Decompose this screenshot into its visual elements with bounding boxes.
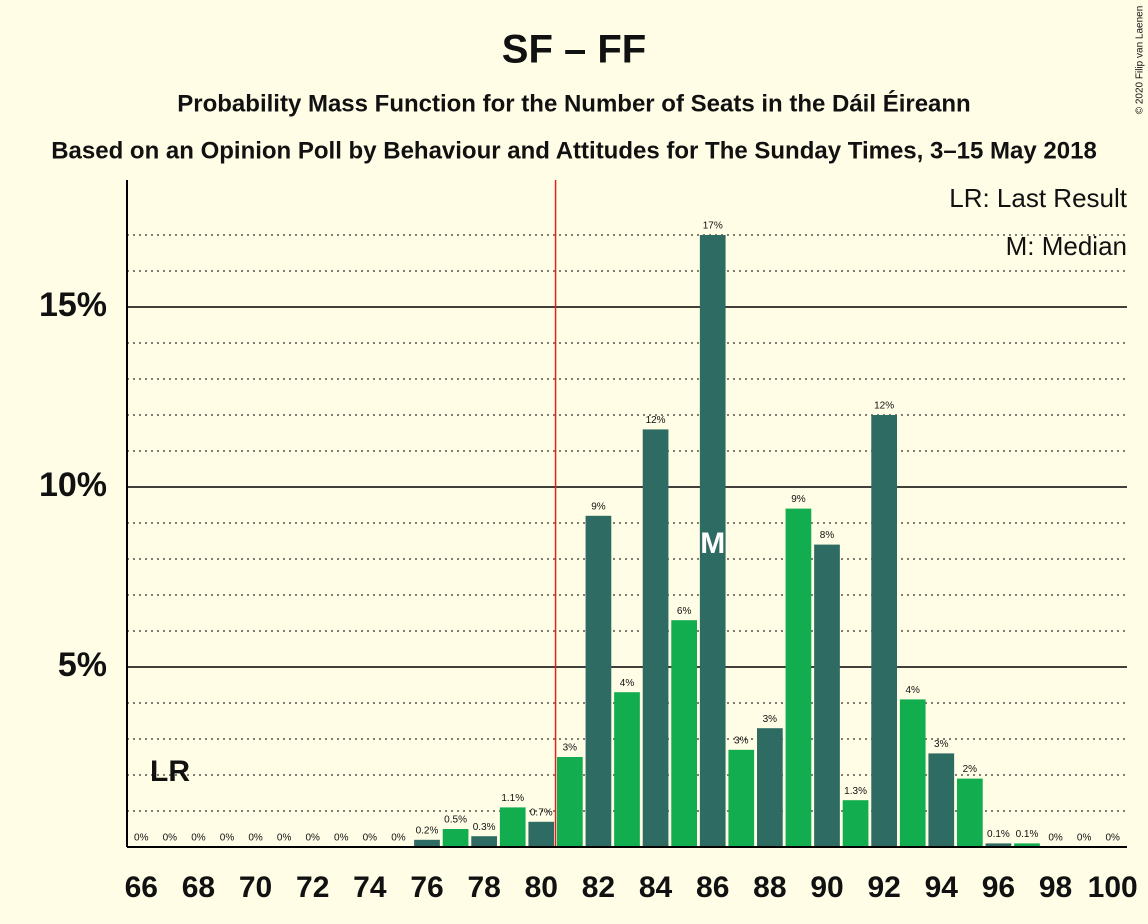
chart-subtitle: Probability Mass Function for the Number…: [177, 89, 970, 117]
x-tick-label: 72: [296, 871, 329, 904]
bar: [528, 821, 555, 847]
x-tick-label: 76: [410, 871, 443, 904]
legend-entry: LR: Last Result: [949, 183, 1128, 213]
value-label: 12%: [646, 415, 666, 426]
value-label: 1.3%: [844, 786, 867, 797]
value-label: 0.1%: [1016, 829, 1039, 840]
chart-subtitle: Based on an Opinion Poll by Behaviour an…: [51, 137, 1097, 164]
x-tick-label: 66: [125, 871, 158, 904]
x-tick-label: 78: [467, 871, 500, 904]
value-label: 17%: [703, 221, 723, 232]
x-tick-label: 84: [639, 871, 673, 904]
bar: [642, 429, 669, 847]
value-label: 0.2%: [416, 825, 439, 836]
x-tick-label: 70: [239, 871, 272, 904]
bar: [614, 692, 640, 847]
bar: [414, 839, 440, 847]
value-label: 0.3%: [473, 822, 496, 833]
value-label: 0%: [305, 833, 320, 844]
bar: [871, 415, 897, 847]
value-label: 3%: [563, 743, 578, 754]
bar: [928, 753, 955, 847]
value-label: 12%: [874, 401, 894, 412]
bar: [814, 544, 840, 847]
x-tick-label: 68: [182, 871, 215, 904]
bar: [785, 508, 812, 847]
x-tick-label: 92: [867, 871, 900, 904]
bar: [728, 749, 755, 847]
value-label: 0%: [220, 833, 235, 844]
y-tick-label: 5%: [58, 646, 107, 684]
bar: [957, 778, 983, 847]
x-tick-label: 80: [525, 871, 558, 904]
value-label: 0%: [248, 833, 263, 844]
bar: [899, 699, 926, 847]
value-label: 3%: [763, 714, 778, 725]
value-label: 0%: [1105, 833, 1120, 844]
value-label: 3%: [734, 735, 749, 746]
value-label: 6%: [677, 606, 692, 617]
x-tick-label: 74: [353, 871, 387, 904]
value-label: 0%: [191, 833, 206, 844]
value-label: 1.1%: [501, 793, 524, 804]
value-label: 0.1%: [987, 829, 1010, 840]
bar: [985, 843, 1012, 847]
x-tick-label: 100: [1088, 871, 1138, 904]
copyright: © 2020 Filip van Laenen: [1135, 6, 1146, 115]
value-label: 0%: [277, 833, 292, 844]
median-marker: M: [700, 527, 725, 560]
y-tick-label: 10%: [39, 466, 107, 504]
bar: [442, 829, 469, 847]
last-result-label: LR: [150, 755, 190, 788]
bar: [699, 235, 726, 847]
x-tick-label: 82: [582, 871, 615, 904]
x-tick-label: 96: [982, 871, 1015, 904]
legend-entry: M: Median: [1006, 231, 1127, 261]
x-tick-label: 88: [753, 871, 786, 904]
x-tick-label: 86: [696, 871, 729, 904]
value-label: 9%: [791, 494, 806, 505]
value-label: 0%: [334, 833, 349, 844]
value-label: 8%: [820, 530, 835, 541]
bar: [757, 728, 783, 847]
bar: [585, 515, 612, 847]
x-tick-label: 90: [810, 871, 843, 904]
value-label: 4%: [905, 685, 920, 696]
x-tick-label: 94: [925, 871, 959, 904]
value-label: 0%: [163, 833, 178, 844]
value-label: 2%: [963, 764, 978, 775]
bar: [499, 807, 526, 847]
value-label: 0.5%: [444, 815, 467, 826]
bar: [471, 836, 497, 847]
value-label: 0%: [391, 833, 406, 844]
value-label: 0.7%: [530, 807, 553, 818]
bar: [671, 620, 697, 847]
value-label: 0%: [1077, 833, 1092, 844]
value-label: 0%: [363, 833, 378, 844]
bar: [1014, 843, 1040, 847]
value-label: 0%: [1048, 833, 1063, 844]
bar: [842, 800, 869, 847]
x-tick-label: 98: [1039, 871, 1072, 904]
value-label: 0%: [134, 833, 149, 844]
chart-title: SF – FF: [502, 28, 646, 72]
y-tick-label: 15%: [39, 286, 107, 324]
value-label: 9%: [591, 501, 606, 512]
bar: [557, 757, 583, 847]
value-label: 3%: [934, 739, 949, 750]
value-label: 4%: [620, 678, 635, 689]
